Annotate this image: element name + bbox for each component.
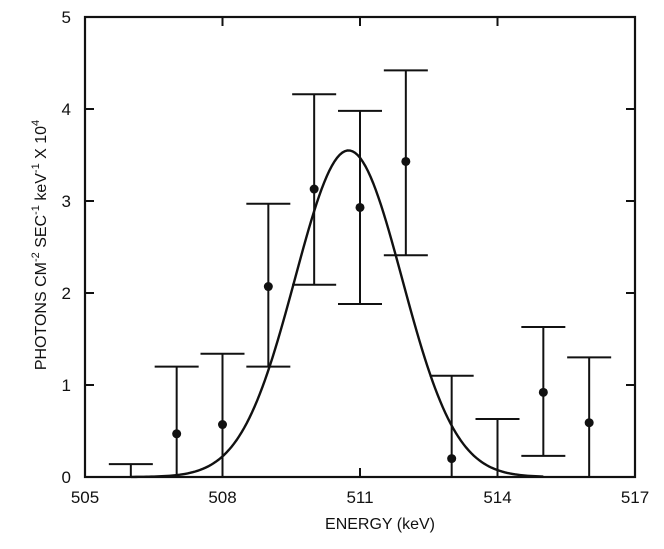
y-axis-title-part-2: SEC xyxy=(33,215,50,252)
data-point xyxy=(263,282,273,292)
data-points-layer xyxy=(172,156,594,464)
y-tick-label: 2 xyxy=(62,284,71,303)
data-point xyxy=(355,202,365,212)
data-point xyxy=(584,418,594,428)
y-axis-title-exp-4: 4 xyxy=(30,120,42,126)
gaussian-fit-line xyxy=(130,149,544,479)
data-point xyxy=(172,429,182,439)
y-axis-title-exp-2: -1 xyxy=(30,205,42,215)
x-tick-label: 514 xyxy=(483,488,511,507)
y-tick-label: 1 xyxy=(62,376,71,395)
data-point xyxy=(309,184,319,194)
axis-ticks xyxy=(84,16,636,478)
fit-curve-layer xyxy=(130,149,544,479)
data-point xyxy=(218,420,227,430)
x-tick-label: 508 xyxy=(208,488,236,507)
x-tick-label: 511 xyxy=(346,488,373,507)
y-tick-label: 5 xyxy=(62,8,71,27)
y-axis-title-part-4: X 10 xyxy=(33,126,50,163)
y-tick-label: 4 xyxy=(62,100,71,119)
y-axis-title: PHOTONS CM-2 SEC-1 keV-1 X 104 xyxy=(30,120,50,370)
y-tick-label: 3 xyxy=(62,192,71,211)
data-point xyxy=(447,454,457,464)
axis-tick-labels: 505 508 511 514 517 0 1 2 3 4 5 xyxy=(62,8,650,507)
x-tick-label: 505 xyxy=(71,488,99,507)
x-axis-title: ENERGY (keV) xyxy=(325,516,435,533)
y-axis-title-part-1: PHOTONS CM xyxy=(33,262,50,370)
y-axis-title-exp-3: -1 xyxy=(30,163,42,173)
y-axis-title-exp-1: -2 xyxy=(30,252,42,262)
y-tick-label: 0 xyxy=(62,468,71,487)
y-axis-title-part-3: keV xyxy=(33,173,50,205)
error-bars-layer xyxy=(108,69,612,477)
x-tick-label: 517 xyxy=(621,488,649,507)
data-point xyxy=(538,387,548,397)
data-point xyxy=(401,156,411,166)
